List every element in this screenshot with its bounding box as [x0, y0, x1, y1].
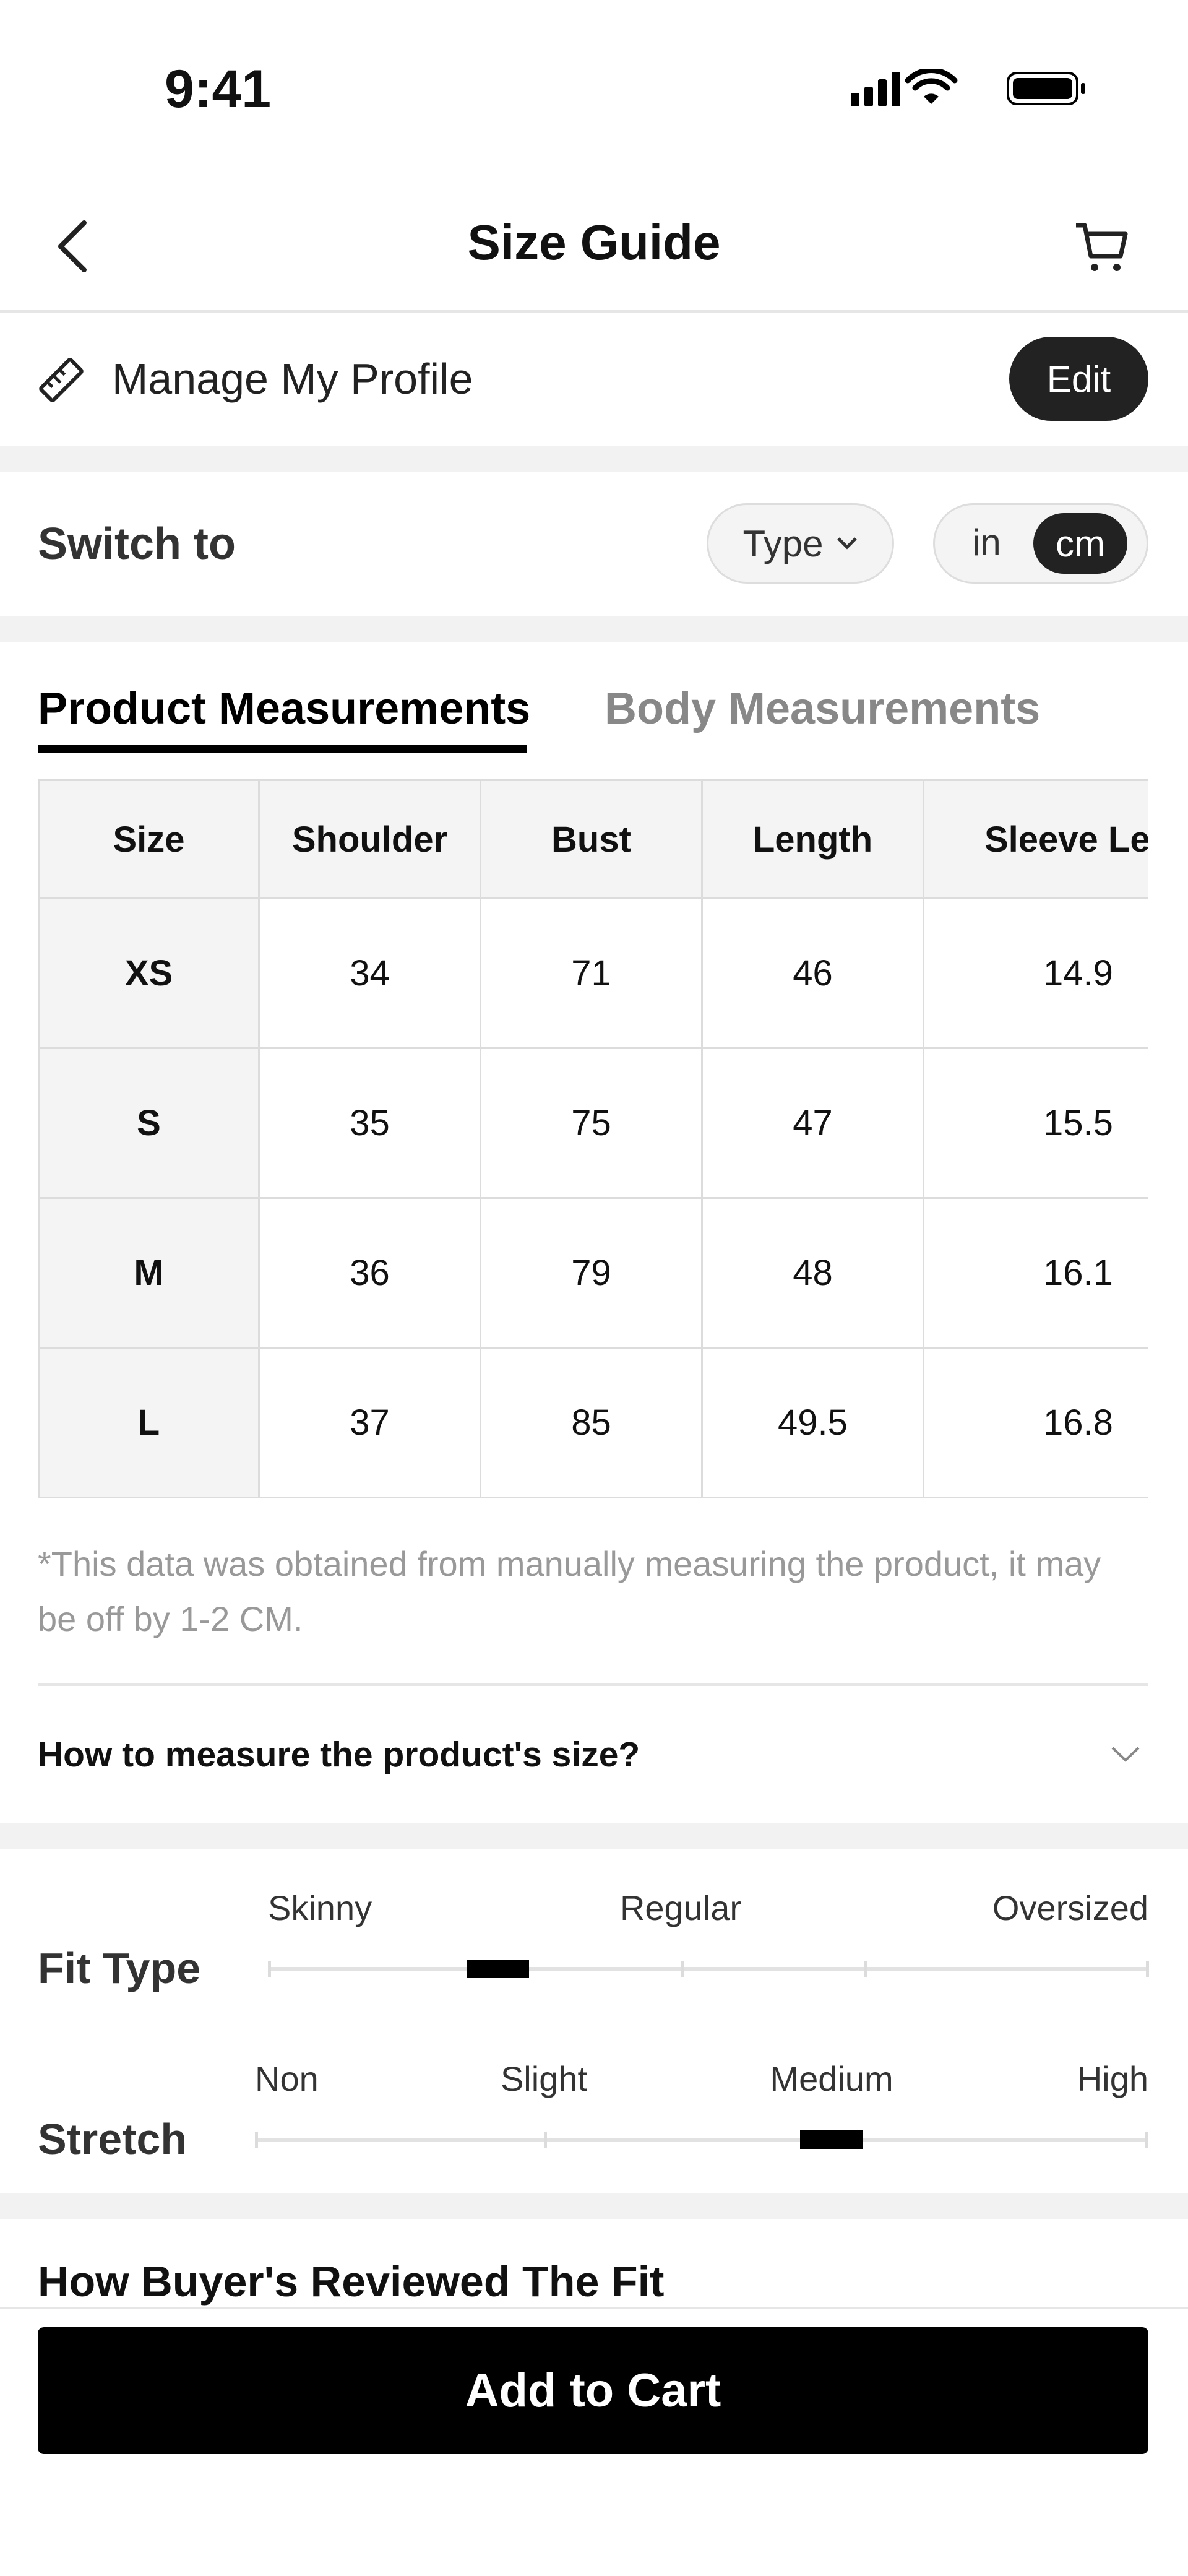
- value-cell: 71: [480, 897, 703, 1049]
- slider-knob: [467, 1960, 529, 1978]
- header-cell: Sleeve Len: [923, 779, 1148, 899]
- table-row: M 36 79 48 16.1: [38, 1197, 1148, 1349]
- tab-inactive[interactable]: Body Measurements: [605, 684, 1041, 733]
- edit-button[interactable]: Edit: [1009, 337, 1148, 421]
- table-row: S 35 75 47 15.5: [38, 1047, 1148, 1199]
- fit-option: Regular: [619, 1888, 742, 1927]
- slider-track: [268, 1967, 1148, 1971]
- value-cell: 16.1: [923, 1197, 1148, 1349]
- slider-track: [255, 2138, 1148, 2142]
- table-row: XS 34 71 46 14.9: [38, 897, 1148, 1049]
- header-cell: Length: [701, 779, 924, 899]
- value-cell: 47: [701, 1047, 924, 1199]
- size-cell: S: [38, 1047, 260, 1199]
- chevron: [837, 537, 857, 550]
- note: *This data was obtained from manually me…: [38, 1544, 1101, 1638]
- slider-tick: [681, 1961, 684, 1977]
- fit-option: Skinny: [268, 1888, 372, 1927]
- slider-tick: [864, 1961, 867, 1977]
- value-cell: 15.5: [923, 1047, 1148, 1199]
- switch-label: Switch to: [38, 519, 236, 569]
- fit-option: Medium: [770, 2059, 893, 2098]
- section-gap: [0, 616, 1188, 642]
- unit-toggle: in cm: [933, 503, 1148, 584]
- value-cell: 75: [480, 1047, 703, 1199]
- table-row: L 37 85 49.5 16.8: [38, 1347, 1148, 1498]
- accordion-chevron[interactable]: [1110, 1745, 1141, 1764]
- slider-tick: [1146, 1961, 1149, 1977]
- unit-cm[interactable]: cm: [1033, 513, 1127, 574]
- fit-label: Stretch: [38, 2115, 187, 2163]
- profile-label: Manage My Profile: [112, 355, 473, 403]
- fit-option: Slight: [500, 2059, 588, 2098]
- fit-option: Oversized: [992, 1888, 1148, 1927]
- slider-tick: [255, 2132, 258, 2148]
- value-cell: 85: [480, 1347, 703, 1498]
- value-cell: 34: [258, 897, 481, 1049]
- back-button[interactable]: [54, 220, 92, 272]
- reviews-title: How Buyer's Reviewed The Fit: [38, 2257, 665, 2306]
- size-cell: M: [38, 1197, 260, 1349]
- unit-in[interactable]: in: [972, 522, 1001, 563]
- header-cell: Bust: [480, 779, 703, 899]
- header-cell: Shoulder: [258, 779, 481, 899]
- section-gap: [0, 1823, 1188, 1849]
- slider-tick: [1145, 2132, 1148, 2148]
- slider-knob: [800, 2130, 863, 2149]
- type-label: Type: [742, 522, 824, 564]
- fit-option: High: [1077, 2059, 1148, 2098]
- status-icons: [851, 69, 1085, 106]
- section-gap: [0, 446, 1188, 472]
- slider-tick: [268, 1961, 271, 1977]
- value-cell: 48: [701, 1197, 924, 1349]
- divider: [38, 1683, 1148, 1686]
- accordion-title[interactable]: How to measure the product's size?: [38, 1735, 640, 1774]
- value-cell: 16.8: [923, 1347, 1148, 1498]
- tab-underline: [38, 745, 527, 753]
- ruler-icon: [39, 358, 84, 402]
- value-cell: 49.5: [701, 1347, 924, 1498]
- cart-button[interactable]: [1074, 220, 1129, 274]
- slider-tick: [544, 2132, 547, 2148]
- add-to-cart-button[interactable]: Add to Cart: [38, 2327, 1148, 2454]
- value-cell: 14.9: [923, 897, 1148, 1049]
- fit-label: Fit Type: [38, 1944, 201, 1992]
- tab-active[interactable]: Product Measurements: [38, 684, 531, 733]
- status-time: 9:41: [165, 59, 272, 119]
- value-cell: 36: [258, 1197, 481, 1349]
- value-cell: 35: [258, 1047, 481, 1199]
- nav-title: Size Guide: [467, 215, 721, 270]
- size-cell: XS: [38, 897, 260, 1049]
- header-cell: Size: [38, 779, 260, 899]
- fit-option: Non: [255, 2059, 319, 2098]
- value-cell: 37: [258, 1347, 481, 1498]
- type-dropdown[interactable]: Type: [707, 503, 894, 584]
- value-cell: 46: [701, 897, 924, 1049]
- size-cell: L: [38, 1347, 260, 1498]
- value-cell: 79: [480, 1197, 703, 1349]
- section-gap: [0, 2193, 1188, 2219]
- divider: [0, 310, 1188, 313]
